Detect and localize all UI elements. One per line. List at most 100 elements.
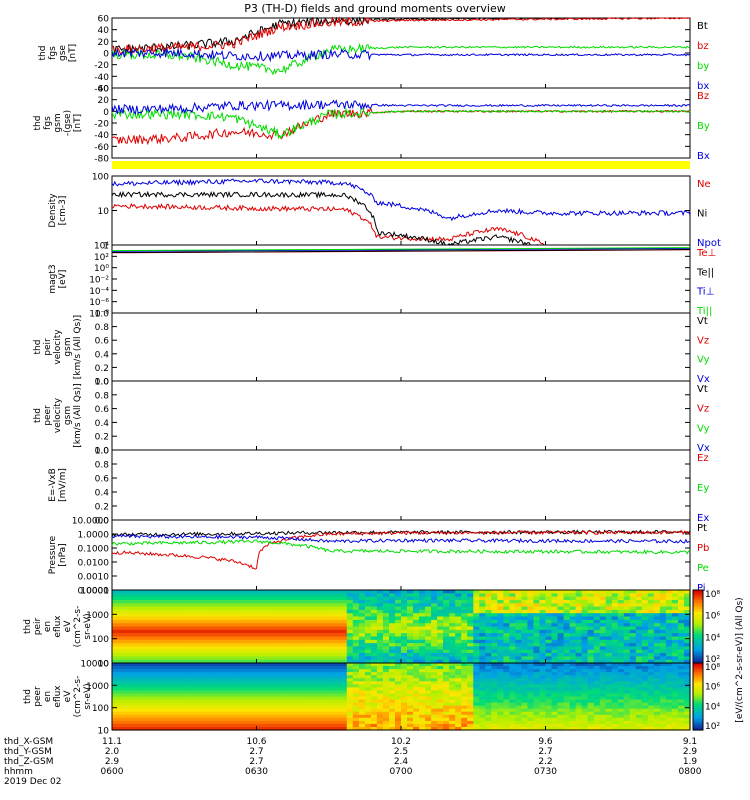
spectrogram-cell xyxy=(232,693,239,698)
spectrogram-cell xyxy=(569,590,577,594)
spectrogram-cell xyxy=(268,626,276,631)
spectrogram-cell xyxy=(678,705,685,710)
spectrogram-cell xyxy=(358,593,366,598)
spectrogram-cell xyxy=(569,623,577,628)
spectrogram-cell xyxy=(575,705,583,710)
spectrogram-cell xyxy=(292,720,300,725)
spectrogram-cell xyxy=(256,693,264,698)
spectrogram-cell xyxy=(563,636,571,641)
spectrogram-cell xyxy=(256,720,264,725)
spectrogram-cell xyxy=(647,636,655,641)
spectrogram-cell xyxy=(641,666,649,670)
spectrogram-cell xyxy=(533,699,541,704)
spectrogram-cell xyxy=(623,639,631,644)
legend-bz: Bz xyxy=(697,91,709,102)
spectrogram-cell xyxy=(389,717,396,722)
spectrogram-cell xyxy=(136,590,143,594)
spectrogram-cell xyxy=(130,696,137,701)
spectrogram-cell xyxy=(322,675,330,679)
colorbar-cell xyxy=(693,716,703,720)
spectrogram-cell xyxy=(599,619,607,624)
spectrogram-cell xyxy=(431,649,438,654)
colorbar-cell xyxy=(693,611,703,615)
spectrogram-cell xyxy=(485,623,492,628)
spectrogram-cell xyxy=(184,711,191,716)
spectrogram-cell xyxy=(539,649,547,654)
spectrogram-cell xyxy=(521,720,528,725)
spectrogram-cell xyxy=(232,705,239,710)
spectrogram-cell xyxy=(364,639,372,644)
spectrogram-cell xyxy=(334,609,342,614)
spectrogram-cell xyxy=(635,590,643,594)
spectrogram-cell xyxy=(479,613,486,618)
spectrogram-cell xyxy=(172,623,179,628)
spectrogram-cell xyxy=(316,606,324,611)
spectrogram-cell xyxy=(647,619,655,624)
spectrogram-cell xyxy=(190,629,197,634)
spectrogram-cell xyxy=(467,659,474,664)
series-Pe-path xyxy=(111,539,691,555)
spectrogram-cell xyxy=(208,717,215,722)
spectrogram-cell xyxy=(635,609,643,614)
spectrogram-cell xyxy=(491,639,498,644)
spectrogram-cell xyxy=(521,633,528,637)
spectrogram-cell xyxy=(292,609,300,614)
spectrogram-cell xyxy=(310,681,318,685)
spectrogram-cell xyxy=(497,593,504,598)
spectrogram-cell xyxy=(340,696,348,701)
spectrogram-cell xyxy=(593,619,601,624)
spectrogram-cell xyxy=(653,711,661,716)
spectrogram-cell xyxy=(148,681,155,685)
spectrogram-cell xyxy=(569,653,577,657)
y-tick-label: 0.4 xyxy=(95,350,110,360)
spectrogram-cell xyxy=(425,606,432,611)
spectrogram-cell xyxy=(346,636,354,641)
spectrogram-cell xyxy=(208,629,215,634)
spectrogram-cell xyxy=(431,629,438,634)
spectrogram-cell xyxy=(605,693,613,698)
spectrogram-cell xyxy=(413,669,420,673)
spectrogram-cell xyxy=(533,643,541,647)
spectrogram-cell xyxy=(407,626,414,631)
spectrogram-cell xyxy=(521,708,528,713)
spectrogram-cell xyxy=(671,633,679,637)
spectrogram-cell xyxy=(684,702,691,707)
spectrogram-cell xyxy=(629,590,637,594)
spectrogram-cell xyxy=(653,649,661,654)
spectrogram-cell xyxy=(118,696,125,701)
spectrogram-cell xyxy=(172,629,179,634)
spectrogram-cell xyxy=(563,714,571,719)
spectrogram-cell xyxy=(479,727,486,731)
spectrogram-cell xyxy=(352,696,360,701)
spectrogram-cell xyxy=(154,672,161,676)
spectrogram-cell xyxy=(551,684,559,688)
spectrogram-cell xyxy=(521,669,528,673)
spectrogram-cell xyxy=(485,705,492,710)
spectrogram-cell xyxy=(370,690,378,694)
spectrogram-cell xyxy=(340,649,348,654)
spectrogram-cell xyxy=(226,727,233,731)
spectrogram-cell xyxy=(599,705,607,710)
spectrogram-cell xyxy=(148,705,155,710)
spectrogram-cell xyxy=(551,690,559,694)
spectrogram-cell xyxy=(563,653,571,657)
spectrogram-cell xyxy=(316,590,324,594)
spectrogram-cell xyxy=(605,678,613,682)
spectrogram-cell xyxy=(208,687,215,691)
spectrogram-cell xyxy=(587,633,595,637)
spectrogram-cell xyxy=(635,669,643,673)
spectrogram-cell xyxy=(593,681,601,685)
spectrogram-cell xyxy=(346,690,354,694)
spectrogram-cell xyxy=(551,702,559,707)
spectrogram-cell xyxy=(401,643,408,647)
y-tick-label: 10⁻⁸ xyxy=(89,310,109,320)
spectrogram-cell xyxy=(485,613,492,618)
spectrogram-cell xyxy=(551,643,559,647)
spectrogram-cell xyxy=(479,633,486,637)
spectrogram-cell xyxy=(437,681,444,685)
spectrogram-cell xyxy=(563,616,571,621)
spectrogram-cell xyxy=(539,672,547,676)
spectrogram-cell xyxy=(485,609,492,614)
spectrogram-cell xyxy=(449,636,456,641)
spectrogram-cell xyxy=(509,696,516,701)
